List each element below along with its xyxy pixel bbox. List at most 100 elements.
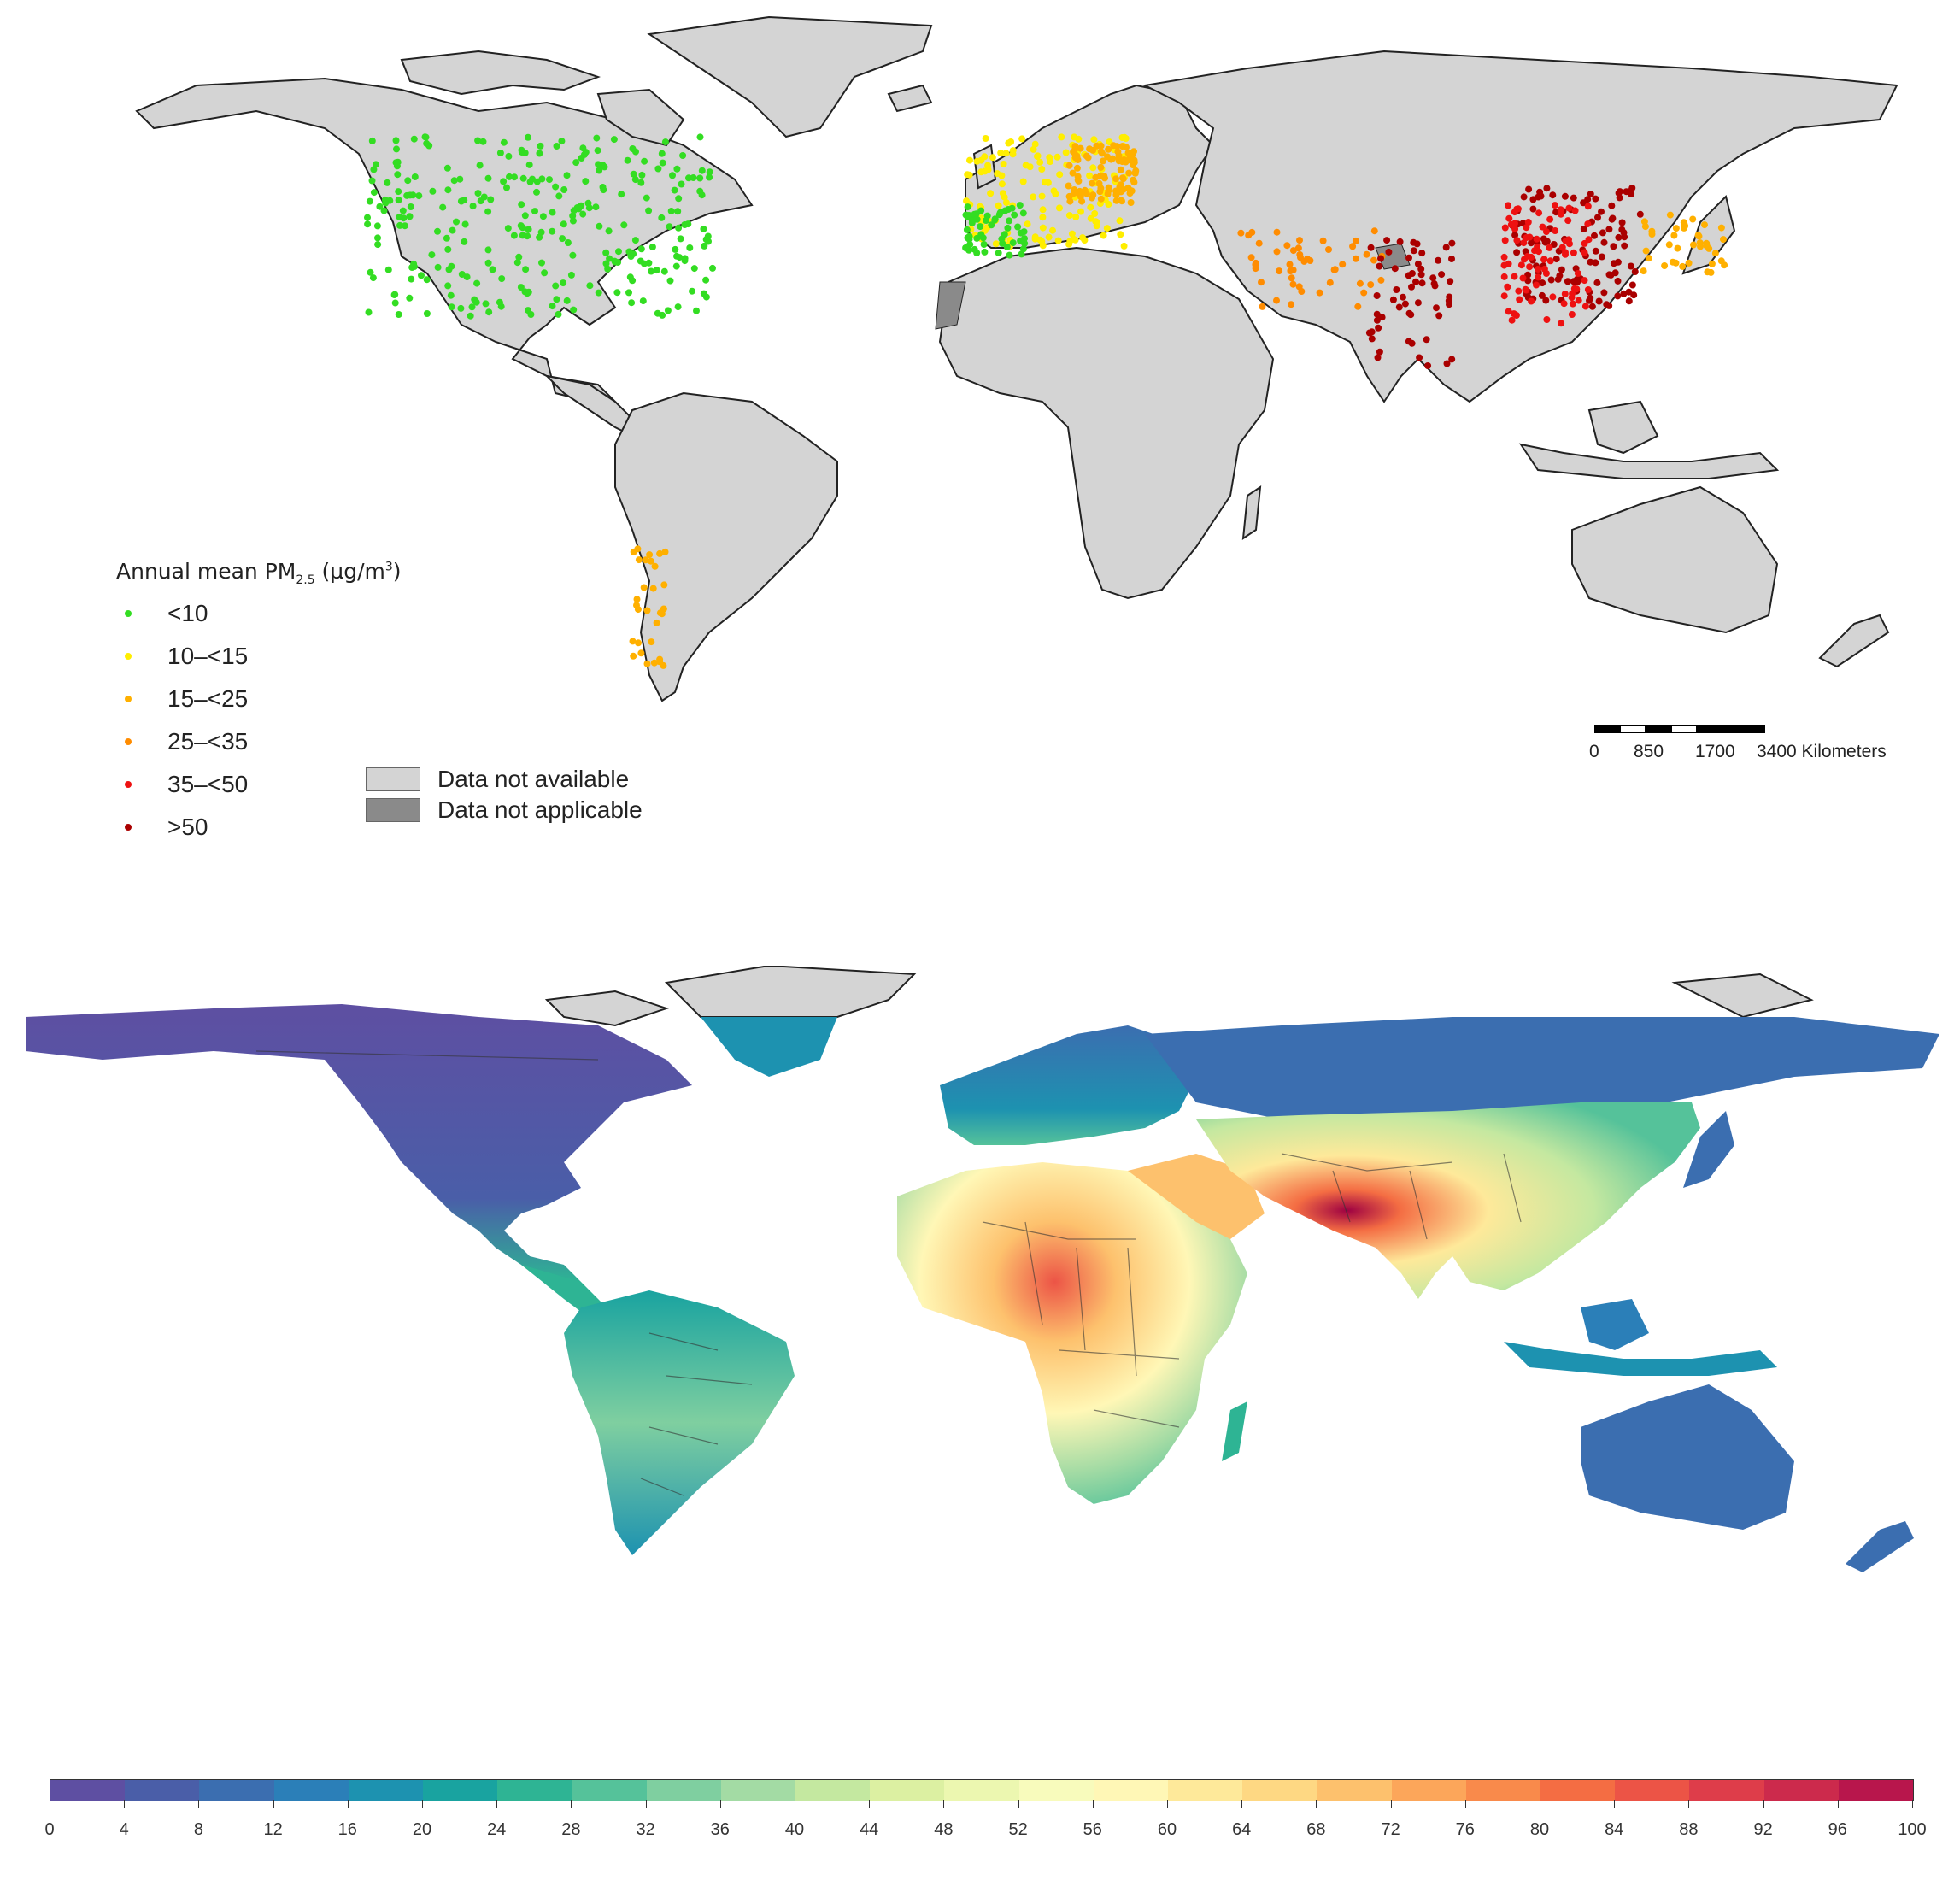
colorbar-tick-label: 40	[784, 1820, 805, 1839]
station-point	[1539, 223, 1546, 231]
station-point	[1574, 270, 1581, 277]
station-point	[1523, 234, 1530, 241]
station-point	[585, 204, 593, 212]
station-point	[1581, 239, 1588, 247]
station-point	[631, 176, 639, 184]
station-point	[1535, 273, 1542, 281]
station-point	[453, 218, 460, 226]
station-point	[1405, 338, 1412, 345]
station-point	[1618, 219, 1626, 226]
station-point	[1500, 261, 1508, 269]
station-point	[1605, 226, 1613, 233]
legend-label: 10–<15	[167, 643, 249, 669]
station-point	[646, 551, 654, 559]
station-point	[429, 187, 437, 195]
station-point	[1533, 281, 1540, 289]
station-point	[579, 144, 587, 152]
station-point	[384, 266, 392, 273]
monitoring-station-map	[135, 15, 1898, 702]
station-point	[395, 197, 402, 204]
station-point	[1511, 273, 1518, 280]
station-point	[1056, 171, 1064, 179]
country-borders	[255, 1050, 1522, 1496]
legend-dot-icon	[125, 696, 132, 702]
colorbar-tick	[571, 1800, 572, 1808]
station-point	[1087, 203, 1094, 211]
station-point	[1701, 221, 1708, 229]
station-point	[1522, 285, 1529, 293]
monitoring-station-points	[364, 133, 1728, 669]
station-point	[525, 161, 533, 168]
station-point	[1024, 220, 1031, 228]
station-point	[1086, 172, 1094, 179]
station-point	[443, 164, 451, 172]
colorbar-tick-label: 20	[412, 1820, 432, 1839]
station-point	[1117, 166, 1124, 173]
station-point	[448, 303, 455, 311]
station-point	[965, 236, 973, 244]
station-point	[461, 238, 468, 245]
station-point	[1569, 290, 1576, 297]
station-point	[434, 263, 442, 271]
colorbar-cell	[1540, 1780, 1616, 1801]
station-point	[1252, 259, 1259, 267]
station-point	[444, 186, 452, 194]
station-point	[467, 312, 474, 320]
station-point	[1556, 272, 1564, 279]
station-point	[1505, 308, 1512, 315]
station-point	[525, 133, 531, 141]
station-point	[1116, 217, 1124, 225]
colorbar-cell	[1689, 1780, 1764, 1801]
station-point	[396, 214, 403, 220]
station-point	[700, 226, 707, 232]
station-point	[1505, 214, 1513, 222]
station-point	[1569, 300, 1576, 308]
colorbar-tick	[645, 1800, 647, 1808]
station-point	[569, 251, 577, 259]
scale-label-0: 0	[1589, 742, 1599, 761]
south-america-land	[614, 391, 838, 702]
station-point	[1414, 260, 1422, 267]
pm25-estimate-map	[26, 966, 1939, 1572]
station-point	[620, 221, 628, 229]
land-masses	[135, 15, 1898, 702]
station-point	[1552, 227, 1559, 234]
station-point	[1529, 205, 1537, 213]
station-point	[637, 649, 645, 657]
station-point	[1448, 239, 1456, 247]
station-point	[1326, 279, 1334, 286]
station-point	[1558, 266, 1565, 273]
station-point	[1119, 174, 1126, 182]
station-point	[1695, 232, 1703, 240]
station-point	[702, 293, 710, 301]
station-point	[1365, 329, 1373, 337]
borneo-land	[1587, 400, 1659, 455]
station-point	[1645, 255, 1652, 262]
station-point	[1703, 239, 1711, 247]
station-point	[1423, 336, 1430, 344]
station-point	[1500, 273, 1508, 280]
station-point	[1360, 289, 1368, 297]
station-point	[569, 212, 577, 220]
station-point	[1030, 145, 1037, 153]
station-point	[1255, 239, 1263, 247]
russia-pm	[1145, 1017, 1939, 1119]
station-point	[1443, 360, 1451, 367]
station-point	[1004, 224, 1012, 232]
station-point	[1083, 152, 1090, 160]
station-point	[1540, 265, 1548, 273]
station-point	[1435, 312, 1443, 320]
station-point	[1592, 247, 1599, 255]
station-point	[1050, 187, 1058, 195]
station-point	[1039, 206, 1047, 214]
station-point	[1413, 240, 1421, 248]
station-point	[1625, 297, 1633, 305]
legend-label: 25–<35	[167, 728, 249, 755]
station-point	[648, 638, 655, 646]
station-point	[1520, 239, 1528, 247]
station-point	[1377, 276, 1385, 284]
station-point	[374, 234, 381, 242]
station-point	[518, 149, 525, 156]
station-point	[504, 225, 512, 232]
legend-label: >50	[167, 814, 208, 840]
